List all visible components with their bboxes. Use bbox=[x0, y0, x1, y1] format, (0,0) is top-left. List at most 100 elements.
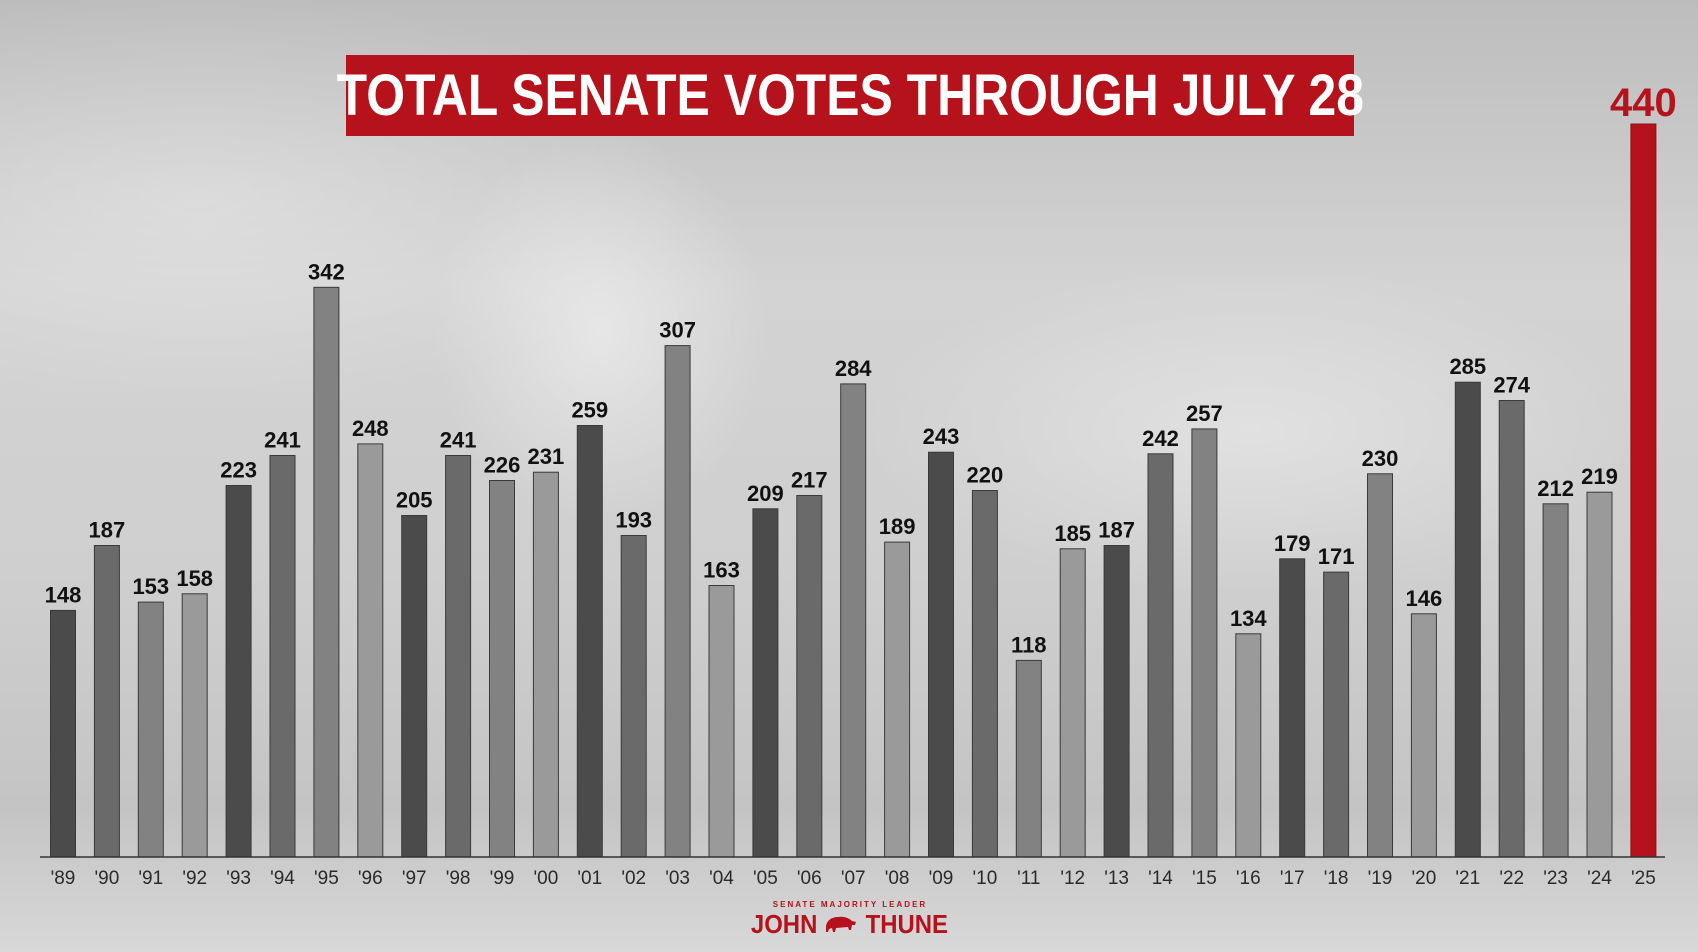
bar-26 bbox=[1191, 428, 1218, 858]
bar-8 bbox=[401, 515, 428, 858]
value-label-15: 163 bbox=[703, 558, 740, 583]
bar-19 bbox=[884, 541, 911, 858]
tick-label-34: '23 bbox=[1543, 868, 1568, 889]
bar-32 bbox=[1454, 381, 1481, 858]
tick-label-28: '17 bbox=[1280, 868, 1305, 889]
bar-22 bbox=[1015, 659, 1042, 858]
chart-title-box: TOTAL SENATE VOTES THROUGH JULY 28 bbox=[336, 55, 1364, 136]
logo-left-word: JOHN bbox=[750, 909, 818, 939]
bar-12 bbox=[576, 425, 603, 858]
chart-title: TOTAL SENATE VOTES THROUGH JULY 28 bbox=[336, 63, 1364, 128]
tick-label-29: '18 bbox=[1324, 868, 1349, 889]
bar-7 bbox=[357, 443, 384, 858]
bar-10 bbox=[489, 480, 515, 858]
value-label-8: 205 bbox=[396, 488, 433, 513]
value-label-9: 241 bbox=[440, 428, 477, 453]
tick-label-33: '22 bbox=[1499, 868, 1524, 889]
value-label-25: 242 bbox=[1142, 426, 1179, 451]
tick-label-19: '08 bbox=[885, 868, 910, 889]
tick-label-12: '01 bbox=[577, 868, 602, 889]
value-label-14: 307 bbox=[659, 318, 696, 343]
bar-11 bbox=[532, 471, 559, 858]
tick-label-13: '02 bbox=[621, 868, 646, 889]
bar-28 bbox=[1279, 558, 1306, 858]
tick-label-10: '99 bbox=[490, 868, 515, 889]
tick-label-32: '21 bbox=[1455, 868, 1480, 889]
value-label-13: 193 bbox=[615, 508, 652, 533]
value-label-32: 285 bbox=[1449, 354, 1486, 379]
value-label-30: 230 bbox=[1362, 446, 1399, 471]
value-label-12: 259 bbox=[571, 398, 608, 423]
value-label-36: 440 bbox=[1610, 81, 1677, 125]
value-label-29: 171 bbox=[1318, 544, 1355, 569]
bar-13 bbox=[620, 535, 647, 858]
bar-30 bbox=[1367, 473, 1393, 858]
value-label-22: 118 bbox=[1011, 632, 1047, 657]
tick-labels-group: '89 '90 '91 '92 '93 '94 '95 '96 '97 '98 '99 '00 '01 '… bbox=[51, 868, 1656, 889]
value-label-33: 274 bbox=[1493, 373, 1530, 398]
value-label-23: 185 bbox=[1054, 521, 1091, 546]
value-label-4: 223 bbox=[220, 458, 257, 483]
bar-34 bbox=[1542, 503, 1569, 858]
value-label-24: 187 bbox=[1098, 518, 1135, 543]
value-label-3: 158 bbox=[176, 566, 213, 591]
buffalo-icon bbox=[826, 916, 857, 932]
tick-label-4: '93 bbox=[226, 868, 251, 889]
tick-label-23: '12 bbox=[1060, 868, 1085, 889]
bar-25 bbox=[1147, 453, 1174, 858]
bar-1 bbox=[93, 545, 120, 858]
tick-label-31: '20 bbox=[1412, 868, 1437, 889]
bar-18 bbox=[840, 383, 867, 858]
tick-label-16: '05 bbox=[753, 868, 778, 889]
bar-15 bbox=[708, 585, 735, 858]
bar-5 bbox=[269, 455, 296, 858]
bar-20 bbox=[928, 451, 954, 858]
value-label-27: 134 bbox=[1230, 606, 1267, 631]
bar-2 bbox=[137, 601, 164, 858]
tick-label-2: '91 bbox=[138, 868, 163, 889]
bars-group bbox=[50, 123, 1657, 858]
bar-4 bbox=[225, 485, 252, 858]
tick-label-21: '10 bbox=[973, 868, 998, 889]
tick-label-24: '13 bbox=[1104, 868, 1129, 889]
value-label-26: 257 bbox=[1186, 401, 1223, 426]
tick-label-25: '14 bbox=[1148, 868, 1173, 889]
bar-17 bbox=[796, 495, 823, 858]
value-label-2: 153 bbox=[132, 574, 169, 599]
tick-label-14: '03 bbox=[665, 868, 690, 889]
bar-36 bbox=[1630, 123, 1657, 858]
value-label-17: 217 bbox=[791, 468, 828, 493]
bar-24 bbox=[1103, 545, 1130, 858]
value-label-34: 212 bbox=[1537, 476, 1574, 501]
value-label-10: 226 bbox=[484, 453, 521, 478]
bar-0 bbox=[50, 609, 76, 858]
tick-label-8: '97 bbox=[402, 868, 427, 889]
bar-33 bbox=[1498, 400, 1525, 858]
tick-label-9: '98 bbox=[446, 868, 471, 889]
value-label-5: 241 bbox=[264, 428, 301, 453]
value-label-0: 148 bbox=[45, 582, 82, 607]
tick-label-35: '24 bbox=[1587, 868, 1612, 889]
bar-21 bbox=[971, 490, 998, 858]
tick-label-15: '04 bbox=[709, 868, 734, 889]
tick-label-11: '00 bbox=[534, 868, 559, 889]
value-label-18: 284 bbox=[835, 356, 872, 381]
tick-label-27: '16 bbox=[1236, 868, 1261, 889]
tick-label-36: '25 bbox=[1631, 868, 1656, 889]
value-label-20: 243 bbox=[923, 424, 960, 449]
logo-right-word: THUNE bbox=[865, 909, 949, 939]
bar-16 bbox=[752, 508, 779, 858]
value-label-16: 209 bbox=[747, 481, 784, 506]
value-label-31: 146 bbox=[1406, 586, 1443, 611]
tick-label-6: '95 bbox=[314, 868, 339, 889]
tick-label-20: '09 bbox=[929, 868, 954, 889]
value-label-35: 219 bbox=[1581, 464, 1618, 489]
bar-14 bbox=[664, 345, 691, 858]
bar-29 bbox=[1323, 571, 1350, 858]
value-label-7: 248 bbox=[352, 416, 389, 441]
tick-label-5: '94 bbox=[270, 868, 295, 889]
tick-label-7: '96 bbox=[358, 868, 383, 889]
tick-label-18: '07 bbox=[841, 868, 866, 889]
